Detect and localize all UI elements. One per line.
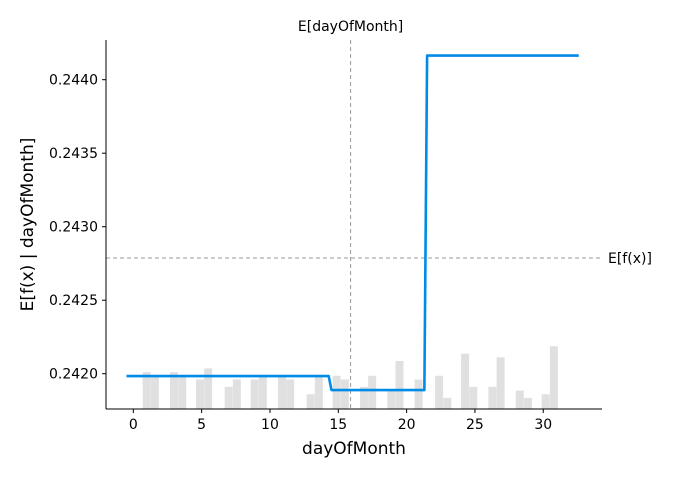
x-tick-label: 25	[466, 417, 484, 433]
histogram-bar-4	[195, 379, 204, 409]
histogram-bar-16	[359, 386, 368, 409]
axes: 0 5 10 15 20 25 30 0.24200.24250.24300.24350.2…	[49, 40, 602, 433]
histogram-bar-27	[515, 390, 524, 409]
histogram-bar-23	[461, 353, 470, 409]
expected-feature-label: E[dayOfMonth]	[298, 19, 403, 35]
histogram-bar-7	[232, 379, 241, 409]
y-ticks: 0.2420 0.2425 0.2430 0.2435 0.2440	[49, 73, 106, 383]
histogram-bar-11	[286, 379, 295, 409]
histogram-bar-15	[340, 379, 349, 409]
y-axis-label: E[f(x) | dayOfMonth]	[18, 138, 38, 312]
histogram-bar-6	[224, 386, 233, 409]
histogram-bar-22	[443, 397, 452, 409]
histogram-bar-2	[170, 372, 179, 409]
histogram-bar-25	[488, 386, 497, 409]
histogram-bar-13	[314, 375, 323, 409]
x-tick-label: 5	[197, 417, 206, 433]
series-layer	[126, 54, 579, 392]
series-line-0	[126, 54, 579, 392]
histogram-bar-10	[277, 375, 286, 409]
histogram-bar-24	[469, 386, 478, 409]
y-tick-label: 0.2430	[49, 220, 98, 236]
y-tick-label: 0.2440	[49, 73, 98, 89]
y-tick-label: 0.2425	[49, 293, 98, 309]
y-tick-label: 0.2420	[49, 367, 98, 383]
histogram-bar-29	[541, 394, 550, 409]
histogram-bar-17	[368, 375, 377, 409]
histogram-bar-20	[414, 379, 423, 409]
histogram-bar-30	[549, 346, 558, 409]
histogram-bar-18	[387, 390, 396, 409]
histogram-bar-3	[178, 375, 187, 409]
histogram-bar-9	[258, 375, 267, 409]
feature-histogram	[142, 346, 558, 409]
histogram-bar-28	[523, 397, 532, 409]
histogram-bar-1	[150, 375, 159, 409]
x-tick-label: 30	[534, 417, 552, 433]
x-axis-label: dayOfMonth	[302, 439, 406, 459]
histogram-bar-26	[496, 357, 505, 409]
x-ticks: 0 5 10 15 20 25 30	[129, 409, 552, 433]
x-tick-label: 0	[129, 417, 138, 433]
histogram-bar-5	[204, 368, 213, 409]
reference-lines: E[f(x)] E[dayOfMonth]	[106, 19, 652, 409]
histogram-bar-8	[250, 379, 259, 409]
expected-value-label: E[f(x)]	[608, 251, 652, 267]
histogram-bar-21	[435, 375, 444, 409]
x-tick-label: 10	[261, 417, 279, 433]
histogram-bar-0	[142, 372, 151, 409]
x-tick-label: 20	[398, 417, 416, 433]
histogram-bar-12	[306, 394, 315, 409]
x-tick-label: 15	[329, 417, 347, 433]
histogram-bar-19	[395, 361, 404, 409]
y-tick-label: 0.2435	[49, 146, 98, 162]
histogram-bar-14	[332, 375, 341, 409]
